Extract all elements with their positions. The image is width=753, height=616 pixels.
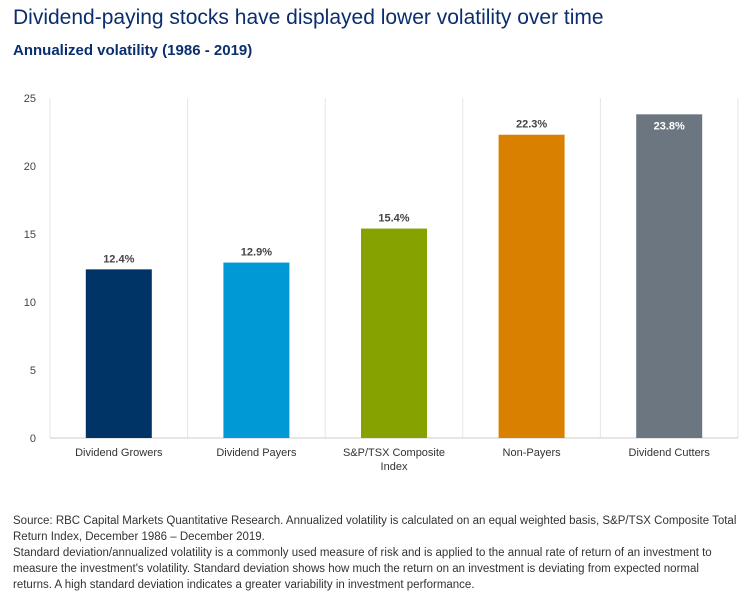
chart-title: Dividend-paying stocks have displayed lo…	[13, 6, 604, 29]
x-tick-label: S&P/TSX Composite Index	[343, 447, 445, 473]
y-tick-label: 25	[24, 93, 36, 105]
bar	[498, 134, 565, 438]
chart-notes: Source: RBC Capital Markets Quantitative…	[13, 513, 741, 593]
y-tick-label: 10	[24, 297, 36, 309]
y-tick-label: 5	[30, 365, 36, 377]
data-label: 12.9%	[241, 247, 272, 259]
y-tick-label: 0	[30, 433, 36, 445]
x-tick-label: Non-Payers	[503, 447, 562, 459]
x-tick-label: Dividend Cutters	[629, 447, 711, 459]
data-label: 23.8%	[654, 120, 685, 132]
definition-note: Standard deviation/annualized volatility…	[13, 547, 712, 591]
y-tick-label: 20	[24, 161, 36, 173]
data-label: 12.4%	[103, 253, 134, 265]
x-tick-label: Dividend Payers	[216, 447, 297, 459]
source-note: Source: RBC Capital Markets Quantitative…	[13, 515, 737, 543]
data-label: 15.4%	[378, 213, 409, 225]
bar-chart: 0 5 10 15 20 25 12.4% Dividend Growers 12.9% Divi…	[24, 93, 739, 473]
bar	[223, 262, 290, 438]
chart-subtitle: Annualized volatility (1986 - 2019)	[13, 42, 253, 59]
bar	[636, 114, 703, 438]
data-label: 22.3%	[516, 119, 547, 131]
x-tick-label: Dividend Growers	[75, 447, 163, 459]
bar	[85, 269, 152, 438]
bar	[361, 228, 427, 438]
y-tick-label: 15	[24, 229, 36, 241]
